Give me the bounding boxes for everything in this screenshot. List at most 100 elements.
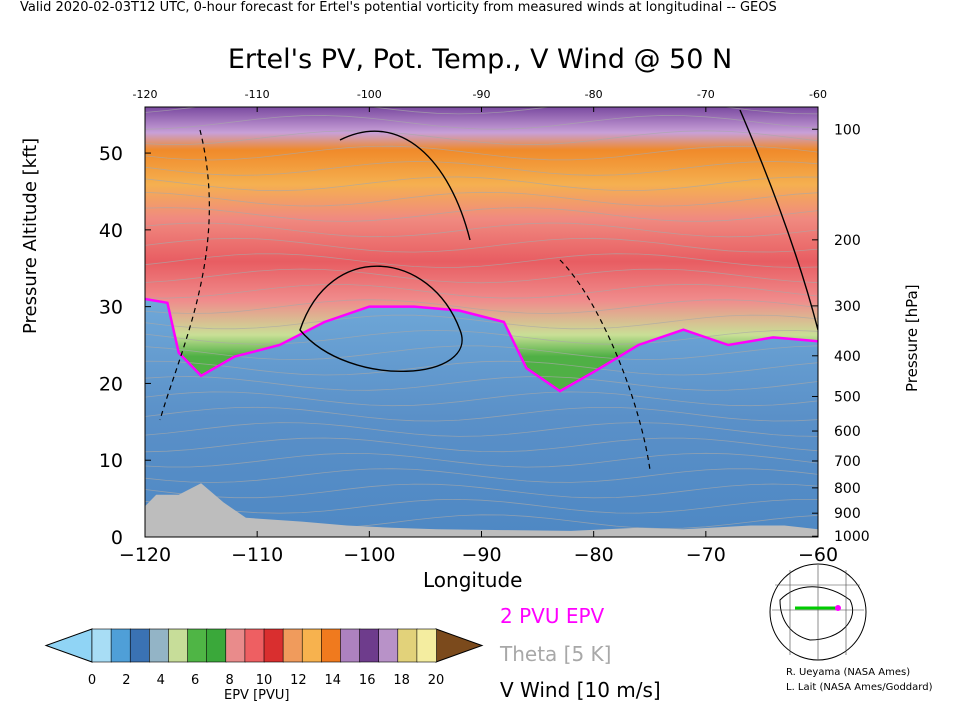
colorbar-swatch bbox=[397, 628, 418, 663]
colorbar-under-arrow bbox=[44, 628, 93, 663]
plot-area bbox=[145, 107, 818, 537]
pressure-tick-label: 900 bbox=[834, 506, 861, 522]
colorbar-tick-label: 20 bbox=[428, 673, 445, 688]
colorbar-swatch bbox=[340, 628, 361, 663]
pressure-tick-label: 800 bbox=[834, 481, 861, 497]
theta-contour bbox=[145, 360, 818, 376]
x-axis-label: Longitude bbox=[423, 568, 523, 592]
theta-contour bbox=[145, 283, 818, 299]
v-wind-contour-east bbox=[739, 109, 818, 331]
v-wind-contour-negative-east bbox=[559, 259, 651, 471]
colorbar-tick-label: 18 bbox=[393, 673, 410, 688]
top-tick-label: -120 bbox=[133, 88, 158, 101]
colorbar-swatch bbox=[187, 628, 208, 663]
pressure-tick-label: 400 bbox=[834, 349, 861, 365]
credit-line: R. Ueyama (NASA Ames) bbox=[786, 667, 911, 678]
x-tick-label: −120 bbox=[119, 544, 171, 566]
colorbar-tick-label: 16 bbox=[359, 673, 376, 688]
top-tick-label: -60 bbox=[809, 88, 827, 101]
theta-contour bbox=[145, 345, 818, 361]
pressure-tick-label: 1000 bbox=[834, 529, 870, 545]
y-tick-label: 50 bbox=[99, 143, 123, 165]
colorbar-swatch bbox=[225, 628, 246, 663]
v-wind-contour-negative bbox=[159, 129, 210, 421]
legend-wind: V Wind [10 m/s] bbox=[500, 678, 661, 702]
theta-contour bbox=[145, 130, 818, 146]
theta-contour bbox=[145, 391, 818, 407]
colorbar-swatch bbox=[301, 628, 323, 663]
colorbar-label: EPV [PVU] bbox=[224, 688, 290, 703]
pressure-tick-label: 700 bbox=[834, 454, 861, 470]
theta-contour bbox=[145, 161, 818, 176]
theta-contour bbox=[145, 253, 818, 268]
colorbar-swatch bbox=[110, 628, 132, 663]
theta-contour bbox=[145, 107, 818, 115]
y-tick-label: 40 bbox=[99, 220, 123, 242]
colorbar-swatch bbox=[206, 628, 227, 663]
theta-contour bbox=[145, 299, 818, 314]
v-wind-contour-upper bbox=[339, 130, 471, 241]
colorbar: 0 2 4 6 8 10 12 14 16 18 20 bbox=[44, 628, 484, 688]
colorbar-swatch bbox=[129, 628, 151, 663]
v-wind-contour bbox=[299, 265, 463, 373]
colorbar-tick-label: 14 bbox=[325, 673, 342, 688]
pv-2pvu-contour bbox=[145, 297, 818, 393]
legend-theta: Theta [5 K] bbox=[500, 642, 612, 666]
theta-contour bbox=[145, 237, 818, 253]
colorbar-tick-label: 10 bbox=[256, 673, 273, 688]
section-end-marker bbox=[835, 605, 841, 611]
y-tick-label: 10 bbox=[99, 450, 123, 472]
colorbar-swatch bbox=[244, 628, 265, 663]
theta-contour bbox=[145, 422, 818, 437]
theta-contour bbox=[145, 222, 818, 238]
theta-contour bbox=[145, 452, 818, 468]
theta-contour bbox=[145, 468, 818, 483]
theta-contour bbox=[145, 406, 818, 422]
valid-time-line: Valid 2020-02-03T12 UTC, 0-hour forecast… bbox=[20, 0, 777, 15]
colorbar-swatch bbox=[91, 628, 112, 663]
colorbar-swatch bbox=[282, 628, 304, 663]
top-axis: -120 -110 -100 -90 -80 -70 -60 bbox=[133, 88, 827, 112]
theta-contour bbox=[145, 483, 818, 499]
x-tick-label: −100 bbox=[343, 544, 395, 566]
theta-contour bbox=[145, 115, 818, 130]
colorbar-swatch bbox=[149, 628, 170, 663]
pressure-tick-label: 600 bbox=[834, 424, 861, 440]
colorbar-tick-label: 6 bbox=[191, 673, 199, 688]
top-tick-label: -90 bbox=[473, 88, 491, 101]
y-axis-label: Pressure Altitude [kft] bbox=[20, 137, 41, 334]
pressure-tick-label: 100 bbox=[834, 122, 861, 138]
pressure-tick-label: 300 bbox=[834, 299, 861, 315]
inset-map bbox=[769, 563, 867, 661]
colorbar-tick-label: 0 bbox=[88, 673, 96, 688]
continent-outline bbox=[779, 586, 853, 641]
colorbar-swatch bbox=[416, 628, 437, 663]
pressure-tick-label: 200 bbox=[834, 233, 861, 249]
y-tick-label: 30 bbox=[99, 297, 123, 319]
colorbar-tick-label: 2 bbox=[122, 673, 130, 688]
theta-contour bbox=[145, 268, 818, 284]
credit-line: L. Lait (NASA Ames/Goddard) bbox=[786, 682, 933, 693]
x-tick-label: −70 bbox=[686, 544, 726, 566]
x-tick-label: −90 bbox=[461, 544, 501, 566]
colorbar-swatch bbox=[168, 628, 189, 663]
colorbar-tick-label: 4 bbox=[157, 673, 165, 688]
x-tick-label: −110 bbox=[231, 544, 283, 566]
pressure-tick-label: 500 bbox=[834, 389, 861, 405]
pressure-axis-label: Pressure [hPa] bbox=[903, 284, 921, 392]
y-axis: 0 10 20 30 40 50 bbox=[99, 143, 151, 549]
top-tick-label: -80 bbox=[585, 88, 603, 101]
theta-contour bbox=[145, 176, 818, 192]
top-tick-label: -110 bbox=[245, 88, 270, 101]
theta-contour bbox=[145, 376, 818, 391]
theta-contour bbox=[145, 498, 818, 514]
y-tick-label: 0 bbox=[111, 527, 123, 549]
theta-contour bbox=[145, 207, 818, 222]
graticule bbox=[772, 565, 864, 660]
top-tick-label: -70 bbox=[697, 88, 715, 101]
theta-contours bbox=[145, 107, 818, 529]
theta-contour bbox=[145, 437, 818, 453]
theta-contour bbox=[145, 145, 818, 161]
colorbar-tick-label: 12 bbox=[290, 673, 307, 688]
